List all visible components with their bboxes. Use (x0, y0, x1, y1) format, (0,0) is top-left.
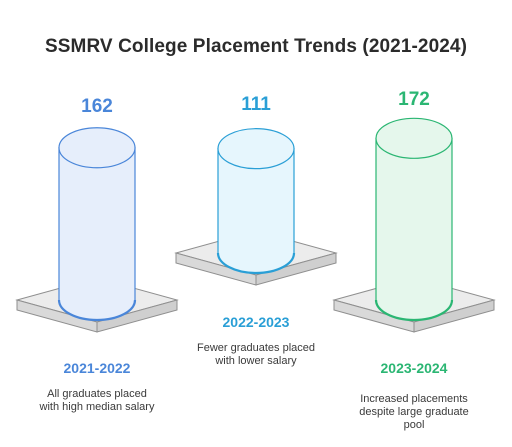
cylinder-base-rim-3 (374, 299, 454, 322)
description-line-3-1: Increased placements (360, 393, 468, 405)
description-line-2-2: with lower salary (214, 355, 297, 367)
cylinder-top-2022-2023 (217, 128, 295, 170)
platform-right-3 (413, 299, 495, 333)
cylinder-base-rim-1 (57, 299, 137, 322)
value-label-1: 162 (81, 96, 113, 117)
platform-right-2 (255, 252, 337, 286)
description-line-1-2: with high median salary (39, 401, 155, 413)
cylinder-base-rim-2 (216, 252, 296, 275)
cylinder-top-2023-2024 (375, 117, 453, 159)
description-line-1-1: All graduates placed (47, 388, 147, 400)
cylinder-body-2023-2024 (375, 137, 453, 321)
platform-right-1 (96, 299, 178, 333)
description-line-3-3: pool (404, 419, 425, 431)
description-line-2-1: Fewer graduates placed (197, 342, 315, 354)
value-label-2: 111 (241, 94, 271, 115)
value-label-3: 172 (398, 89, 430, 110)
description-line-3-2: despite large graduate (359, 406, 468, 418)
cylinder-top-2021-2022 (58, 127, 136, 169)
chart-title: SSMRV College Placement Trends (2021-202… (44, 36, 468, 57)
category-label-1: 2021-2022 (64, 360, 131, 376)
category-label-2: 2022-2023 (223, 314, 290, 330)
cylinders-layer (57, 117, 454, 322)
cylinder-body-2021-2022 (58, 147, 136, 321)
category-label-3: 2023-2024 (381, 360, 448, 376)
